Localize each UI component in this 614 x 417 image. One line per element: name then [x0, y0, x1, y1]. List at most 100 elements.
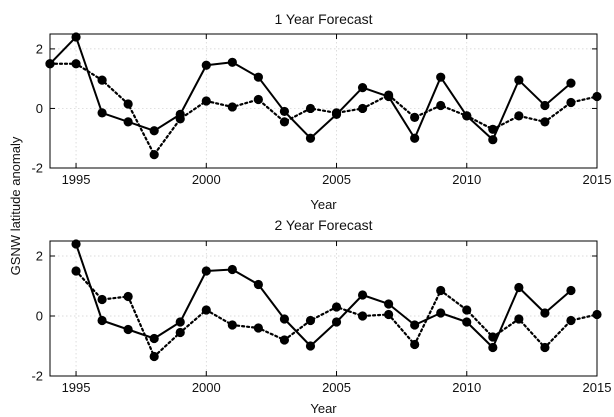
solid-series-point: [123, 117, 133, 127]
x-axis-label: Year: [310, 401, 337, 416]
dotted-series-point: [514, 314, 524, 324]
chart-title: 2 Year Forecast: [274, 217, 372, 233]
dotted-series-point: [331, 302, 342, 312]
plot-frame: [49, 33, 598, 169]
dotted-series-point: [123, 291, 133, 302]
x-tick-label: 2005: [322, 380, 351, 395]
solid-series-point: [253, 279, 263, 290]
dotted-series-point: [566, 315, 576, 326]
dotted-series-point: [566, 97, 576, 108]
solid-series-point: [436, 308, 446, 318]
solid-series-point: [357, 290, 368, 300]
dotted-series-point: [384, 309, 394, 320]
solid-series-point: [227, 264, 237, 275]
y-tick-label: -2: [31, 161, 43, 176]
solid-series-point: [514, 282, 524, 293]
solid-series-point: [279, 106, 290, 117]
dotted-series-line: [48, 62, 599, 156]
dotted-series-point: [201, 305, 211, 315]
solid-series-point: [149, 333, 159, 344]
dotted-series-point: [201, 96, 211, 106]
solid-series-point: [384, 299, 394, 309]
solid-series-line: [75, 243, 572, 349]
x-tick-label: 1995: [62, 380, 91, 395]
solid-series-point: [331, 317, 342, 327]
dotted-series-point: [97, 294, 107, 305]
chart-panel-1: 1995 2000 2005 2010 2015 -2 0 2 1 Year Forecast Y…: [31, 11, 611, 212]
dotted-series-point: [488, 332, 498, 342]
dotted-series-point: [227, 102, 237, 112]
solid-series-point: [540, 100, 550, 111]
x-tick-label: 2010: [452, 172, 481, 187]
solid-series-point: [462, 317, 472, 327]
solid-series-point: [201, 266, 211, 276]
solid-series-point: [149, 126, 159, 136]
dotted-series-point: [331, 108, 342, 118]
y-tick-label: -2: [31, 369, 43, 384]
y-tick-label: 2: [36, 41, 43, 56]
dotted-series-point: [71, 266, 81, 276]
solid-series-point: [488, 135, 498, 145]
dotted-series-point: [123, 99, 133, 109]
dotted-series-point: [488, 124, 498, 134]
dotted-series-point: [175, 114, 185, 124]
dotted-series-point: [149, 351, 159, 362]
solid-series-point: [540, 308, 550, 318]
dotted-series-point: [227, 320, 237, 330]
dotted-series-point: [357, 311, 368, 321]
chart-title: 1 Year Forecast: [274, 11, 372, 27]
solid-series-point: [305, 133, 316, 143]
solid-series-point: [71, 239, 81, 249]
dotted-series-point: [410, 112, 420, 122]
dotted-series-point: [436, 285, 446, 296]
dotted-series-point: [357, 103, 368, 114]
x-tick-label: 2015: [583, 172, 612, 187]
dotted-series-point: [410, 339, 420, 350]
y-tick-label: 2: [36, 249, 43, 264]
x-tick-label: 2010: [452, 380, 481, 395]
solid-series-point: [201, 60, 211, 70]
dotted-series-point: [436, 100, 446, 111]
solid-series-point: [97, 108, 107, 118]
solid-series-point: [566, 285, 576, 296]
solid-series-point: [253, 72, 263, 82]
dotted-series-point: [592, 91, 602, 102]
dotted-series-point: [462, 305, 472, 315]
solid-series-point: [71, 32, 81, 42]
x-tick-label: 2000: [192, 380, 221, 395]
dotted-series-point: [149, 150, 159, 160]
dotted-series-point: [514, 111, 524, 121]
solid-series-point: [566, 78, 576, 88]
solid-series-point: [97, 315, 107, 326]
solid-series-point: [357, 83, 368, 93]
solid-series-point: [410, 320, 420, 330]
dotted-series-point: [540, 342, 550, 353]
dotted-series-point: [71, 59, 81, 69]
y-tick-label: 0: [36, 309, 43, 324]
dotted-series-point: [279, 335, 290, 345]
x-tick-label: 2005: [322, 172, 351, 187]
solid-series-point: [279, 314, 290, 324]
solid-series-point: [175, 317, 185, 327]
solid-series-point: [123, 324, 133, 335]
dotted-series-point: [253, 94, 263, 105]
dotted-series-point: [384, 90, 394, 100]
solid-series-point: [410, 133, 420, 143]
solid-series-point: [488, 342, 498, 353]
x-tick-label: 2015: [583, 380, 612, 395]
solid-series-point: [514, 75, 524, 85]
solid-series-point: [227, 57, 237, 67]
x-tick-label: 1995: [62, 172, 91, 187]
y-axis-label: GSNW latitude anomaly: [8, 136, 23, 275]
solid-series-point: [305, 341, 316, 351]
dotted-series-point: [462, 111, 472, 121]
dotted-series-point: [253, 323, 263, 333]
x-tick-label: 2000: [192, 172, 221, 187]
chart-panel-2: 1995 2000 2005 2010 2015 -2 0 2 2 Year Forecast Y…: [31, 217, 611, 416]
dotted-series-point: [540, 117, 550, 127]
dotted-series-point: [305, 103, 316, 114]
dotted-series-point: [97, 75, 107, 85]
y-tick-label: 0: [36, 101, 43, 116]
solid-series-point: [436, 72, 446, 82]
